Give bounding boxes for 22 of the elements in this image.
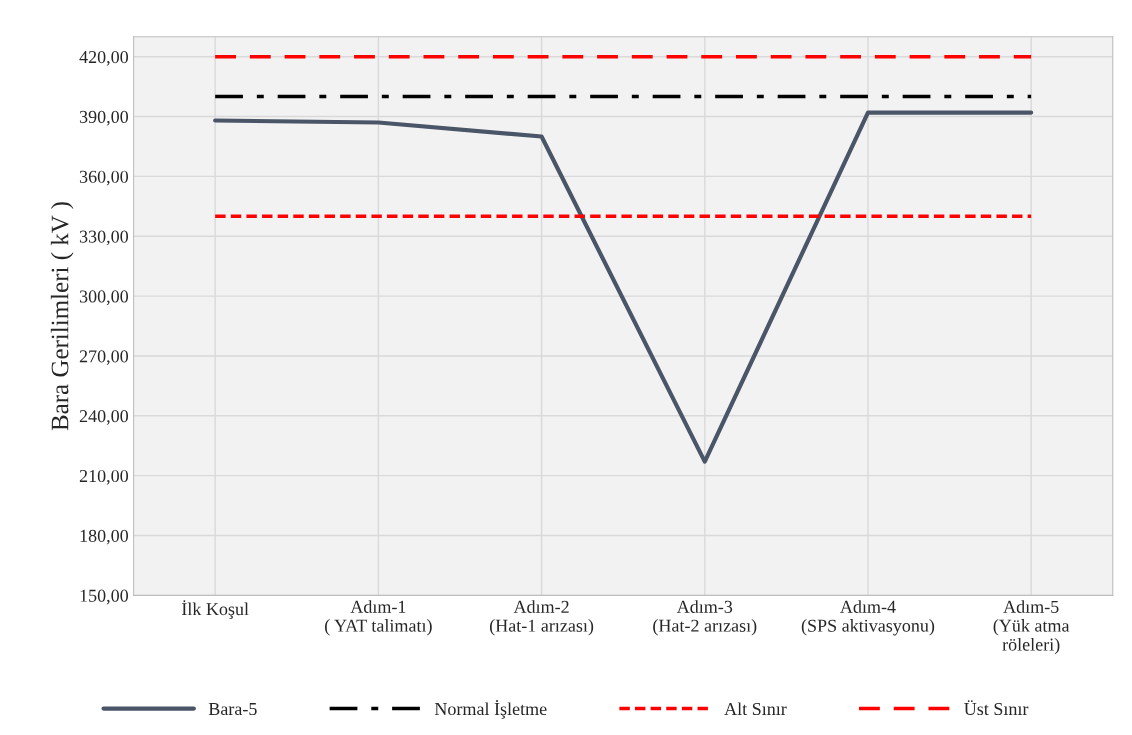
legend-label: Alt Sınır [724,702,787,716]
x-tick-label: Adım-3 (Hat-2 arızası) [653,600,757,636]
y-tick-label: 330,00 [79,230,129,246]
y-tick-label: 420,00 [79,50,129,66]
y-axis-title: Bara Gerilimleri ( kV ) [50,202,74,431]
y-tick-label: 180,00 [80,529,129,545]
y-tick-label: 150,00 [80,589,129,605]
x-tick-label: İlk Koşul [181,600,249,619]
y-tick-label: 390,00 [79,110,129,126]
y-tick-label: 270,00 [79,350,129,365]
x-tick-label: Adım-1 ( YAT talimatı) [325,600,432,636]
y-tick-label: 300,00 [79,290,129,306]
x-tick-label: Adım-5 (Yük atma röleleri) [993,600,1070,655]
y-tick-label: 240,00 [79,410,129,425]
legend-label: Üst Sınır [964,700,1029,716]
x-tick-label: Adım-4 (SPS aktivasyonu) [801,600,935,636]
y-tick-label: 360,00 [79,170,129,186]
legend-label: Bara-5 [208,703,257,716]
legend-label: Normal İşletme [434,700,547,719]
y-tick-label: 210,00 [79,469,129,485]
line-series [213,110,1034,464]
x-tick-label: Adım-2 (Hat-1 arızası) [489,600,594,636]
